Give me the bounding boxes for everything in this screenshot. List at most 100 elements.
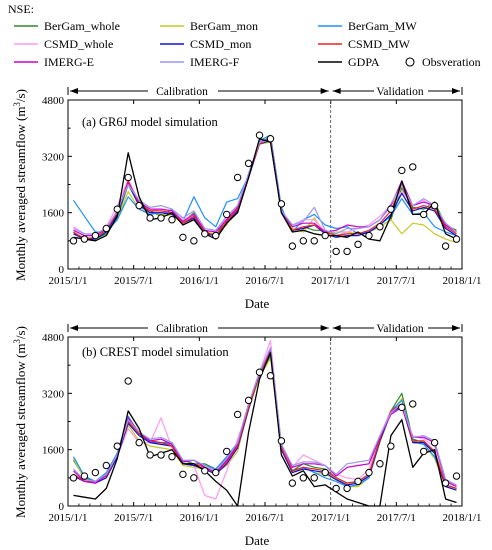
panel-a-series-imerg-e [73, 138, 457, 237]
panel-b-title: (b) CREST model simulation [82, 345, 229, 359]
panel-a-ytick-label: 3200 [42, 151, 65, 163]
panel-a-xtick-label: 2017/7/1 [377, 275, 416, 287]
panel-a-xtick-label: 2016/7/1 [245, 275, 284, 287]
panel-a-xtick-label: 2017/1/1 [311, 275, 350, 287]
panel-a-xlabel: Date [245, 296, 270, 311]
panel-b-observation-point [419, 447, 428, 456]
panel-b-validation-arrow-right-head [452, 325, 460, 331]
panel-b-xtick-label: 2015/1/1 [48, 512, 87, 524]
panel-b-xtick-label: 2017/7/1 [377, 512, 416, 524]
panel-a-observation-point [244, 159, 253, 168]
panel-b-observation-point [343, 484, 351, 493]
panel-b-observation-point [266, 372, 275, 380]
panel-b-observation-point [222, 447, 231, 456]
panel-a-observation-point [69, 237, 78, 245]
panel-a-ylabel: Monthly averaged streamflow (m3/s) [12, 89, 28, 281]
panel-b-observation-point [430, 438, 439, 447]
panel-b-observation-point [441, 479, 450, 487]
panel-a-observation-point [354, 240, 362, 249]
panel-b-observation-point [157, 451, 165, 459]
panel-b-observation-point [102, 461, 111, 470]
panel-a-xtick-label: 2015/7/1 [114, 275, 153, 287]
panel-b-observation-point [244, 396, 253, 405]
legend-label-obsveration: Obsveration [422, 55, 481, 69]
panel-b-xtick-label: 2016/1/1 [180, 512, 219, 524]
panel-a-observation-point [266, 135, 275, 143]
panel-b-xtick-label: 2015/7/1 [114, 512, 153, 524]
panel-b-xlabel: Date [245, 533, 270, 548]
legend-label-csmd-whole: CSMD_whole [44, 37, 113, 51]
panel-a-validation-label: Validation [376, 86, 424, 98]
panel-a-observation-point [376, 223, 384, 231]
legend-title: NSE: [8, 2, 34, 16]
panel-a-series-imerg-f [73, 139, 457, 235]
panel-a-observation-point [179, 233, 187, 242]
panel-a-observation-point [255, 131, 264, 139]
panel-b-observation-point [113, 442, 121, 450]
panel-b-ytick-label: 3200 [42, 388, 65, 400]
panel-b-series-gdpa [73, 352, 457, 507]
panel-b-series-csmd-mw [73, 350, 457, 489]
panel-b-calibration-label: Calibration [156, 323, 208, 335]
panel-b-observation-point [80, 472, 89, 480]
legend-label-imerg-f: IMERG-F [190, 55, 240, 69]
panel-a-observation-point [321, 231, 329, 240]
panel-a-ytick-label: 1600 [42, 208, 65, 220]
panel-a-observation-point [288, 242, 297, 250]
panel-a-observation-point [190, 237, 198, 245]
panel-b-validation-arrow-left-head [332, 325, 341, 331]
panel-a-observation-point [419, 210, 428, 219]
panel-b-observation-point [212, 468, 220, 477]
panel-a-observation-point [277, 200, 286, 208]
panel-b-observation-point [190, 474, 198, 482]
panel-b: (b) CREST model simulation Calibration V… [12, 323, 482, 548]
panel-b-observation-point [69, 474, 78, 482]
panel-b-observation-point [409, 400, 417, 408]
panel-b-observation-point [288, 479, 297, 487]
panel-a-ytick-label: 0 [59, 264, 65, 276]
panel-b-observation-point [452, 472, 461, 480]
panel-a-observation-point [168, 216, 176, 224]
panel-a-calibration-arrow-left-head [70, 88, 78, 94]
panel-b-observation-point [233, 410, 242, 419]
panel-b-observation-point [398, 403, 406, 412]
panel-b-observation-point [332, 484, 340, 493]
panel-b-observation-point [354, 477, 362, 486]
legend-label-bergam-whole: BerGam_whole [44, 19, 120, 33]
panel-b-observation-point [135, 438, 143, 447]
panel-a-validation-arrow-left-head [332, 88, 341, 94]
panel-a-observation-point [387, 205, 395, 213]
panel-a-observation-point [409, 163, 417, 171]
panel-b-observation-point [255, 368, 264, 376]
panel-a-observation-point [222, 210, 231, 219]
panel-a-observation-point [135, 201, 143, 210]
panel-a-observation-point [233, 173, 242, 182]
panel-b-observation-point [387, 442, 395, 450]
panel-a-xtick-label: 2016/1/1 [180, 275, 219, 287]
panel-b-observation-point [124, 377, 132, 385]
panel-a-observation-point [201, 230, 209, 238]
panel-b-series-imerg-e [73, 348, 457, 488]
panel-a-observation-point [80, 235, 89, 243]
panel-b-ytick-label: 4800 [42, 332, 65, 344]
panel-b-observation-point [179, 470, 187, 479]
panel-a-observation-point [365, 231, 373, 240]
panel-b-ytick-label: 0 [59, 501, 65, 513]
panel-b-observation-point [376, 460, 384, 468]
panel-b-ylabel: Monthly averaged streamflow (m3/s) [12, 326, 28, 518]
panel-a-observation-point [430, 201, 439, 210]
legend-label-imerg-e: IMERG-E [44, 55, 94, 69]
panel-b-xtick-label: 2017/1/1 [311, 512, 350, 524]
panel-b-series-imerg-f [73, 347, 457, 486]
panel-a-observation-point [124, 173, 132, 182]
legend-label-bergam-mw: BerGam_MW [348, 19, 417, 33]
panel-a-observation-point [146, 214, 154, 222]
panel-b-observation-point [91, 468, 100, 477]
panel-b-xtick-label: 2018/1/1 [442, 512, 481, 524]
panel-a-observation-point [452, 235, 461, 243]
panel-b-observation-point [321, 468, 329, 477]
legend-label-bergam-mon: BerGam_mon [190, 19, 258, 33]
panel-a-xtick-label: 2015/1/1 [48, 275, 87, 287]
panel-a-observation-point [310, 237, 318, 245]
